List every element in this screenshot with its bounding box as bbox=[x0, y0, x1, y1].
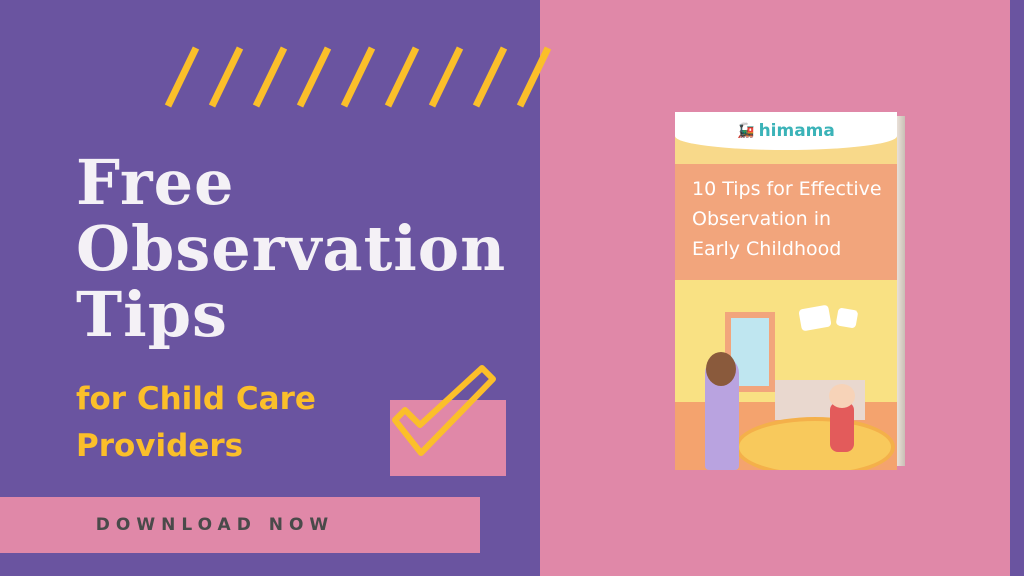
checkmark-icon bbox=[392, 365, 496, 456]
cover-front: 🚂 himama 10 Tips for Effective Observati… bbox=[675, 112, 897, 470]
child-head bbox=[829, 384, 855, 408]
purple-edge-strip bbox=[1010, 0, 1024, 576]
cover-title-line: 10 Tips for Effective bbox=[692, 178, 882, 200]
headline-line: Observation bbox=[76, 212, 507, 285]
book-pages-edge bbox=[897, 116, 905, 466]
headline: Free Observation Tips bbox=[76, 150, 506, 348]
subheadline: for Child Care Providers bbox=[76, 376, 316, 470]
train-icon: 🚂 bbox=[737, 123, 755, 139]
brand-header: 🚂 himama bbox=[675, 112, 897, 150]
rug-illustration bbox=[735, 417, 895, 470]
headline-line: Tips bbox=[76, 278, 228, 351]
picture-illustration bbox=[835, 307, 859, 329]
download-now-button[interactable]: DOWNLOAD NOW bbox=[0, 497, 480, 553]
diagonal-stripes bbox=[164, 46, 552, 108]
cover-title-line: Observation in bbox=[692, 208, 832, 230]
headline-line: Free bbox=[76, 146, 235, 219]
teacher-head bbox=[706, 352, 736, 386]
brand-logo: himama bbox=[758, 121, 835, 141]
child-illustration bbox=[830, 402, 854, 452]
ebook-cover[interactable]: 🚂 himama 10 Tips for Effective Observati… bbox=[675, 112, 905, 470]
cover-title: 10 Tips for Effective Observation in Ear… bbox=[675, 164, 897, 280]
subheadline-line: for Child Care bbox=[76, 381, 316, 417]
cover-title-line: Early Childhood bbox=[692, 238, 842, 260]
subheadline-line: Providers bbox=[76, 428, 244, 464]
